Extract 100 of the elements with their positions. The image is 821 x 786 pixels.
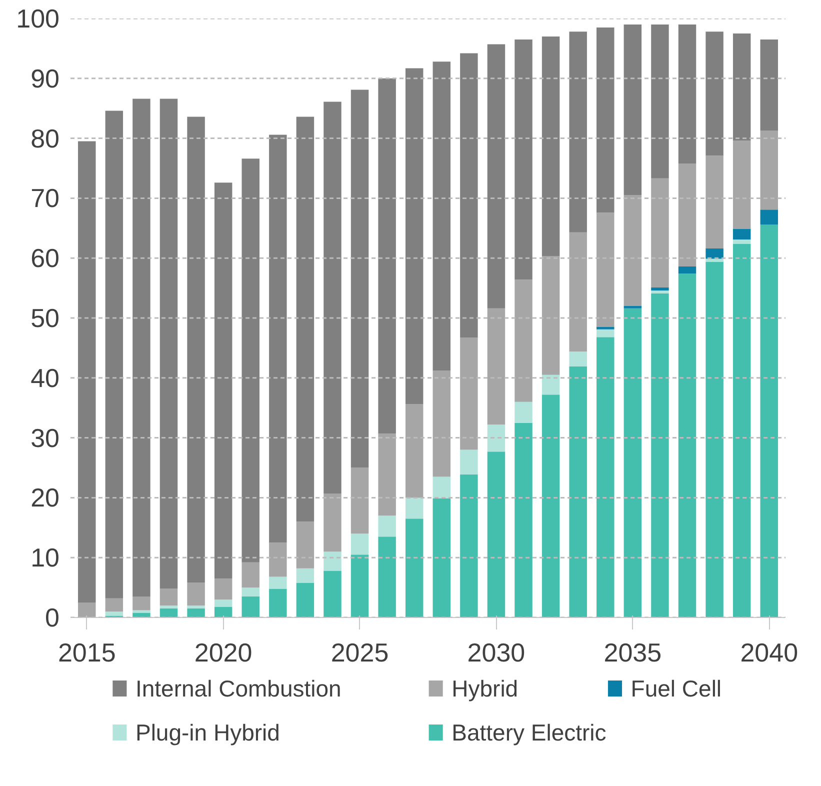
bar — [706, 156, 724, 249]
bar — [460, 53, 478, 338]
legend-label: Fuel Cell — [630, 676, 722, 702]
bar — [324, 102, 342, 494]
bar — [651, 178, 669, 288]
bar — [487, 308, 506, 425]
bar — [350, 554, 369, 618]
bar — [569, 352, 587, 367]
bar — [378, 516, 396, 537]
bar — [187, 608, 205, 618]
x-tick-label: 2030 — [467, 638, 526, 668]
bar — [432, 498, 451, 618]
y-tick-label: 20 — [30, 482, 60, 513]
bar — [514, 402, 532, 423]
bar — [542, 394, 560, 618]
x-tick-label: 2040 — [740, 638, 798, 668]
y-tick-label: 10 — [30, 542, 60, 573]
bar — [760, 130, 778, 210]
bar — [732, 228, 751, 240]
bar — [78, 141, 96, 603]
bar — [242, 158, 260, 562]
bar — [214, 606, 232, 618]
y-tick-label: 50 — [30, 303, 60, 333]
y-tick-label: 90 — [30, 63, 60, 94]
bar — [460, 338, 478, 450]
bar — [242, 562, 260, 588]
bar — [242, 588, 260, 597]
bar — [187, 582, 205, 606]
bar — [214, 578, 232, 600]
bar — [105, 612, 124, 616]
bar — [624, 308, 642, 618]
y-tick-label: 30 — [30, 422, 60, 453]
bar — [296, 116, 314, 522]
bar — [760, 210, 778, 225]
bar — [514, 422, 532, 618]
bar — [160, 588, 178, 606]
y-tick-label: 70 — [30, 183, 60, 214]
bar — [378, 434, 396, 516]
x-tick-label: 2025 — [330, 638, 389, 668]
bar — [760, 224, 778, 618]
bar — [214, 600, 232, 607]
bar — [432, 62, 451, 371]
bar — [651, 290, 669, 294]
bar — [569, 232, 587, 352]
bar — [542, 256, 560, 375]
bar — [78, 602, 96, 618]
bar — [187, 606, 205, 609]
y-tick-label: 60 — [30, 243, 60, 274]
bar — [760, 39, 778, 131]
bar — [487, 452, 506, 618]
bar — [269, 134, 287, 543]
bar — [624, 24, 642, 196]
legend-label: Battery Electric — [452, 720, 606, 746]
bar — [514, 39, 532, 280]
bar — [132, 596, 150, 610]
bar — [514, 280, 532, 402]
bar — [542, 374, 560, 395]
legend-label: Plug-in Hybrid — [135, 720, 280, 746]
bar — [460, 450, 478, 474]
bar — [160, 98, 178, 589]
x-tick-label: 2020 — [194, 638, 252, 668]
bar — [269, 576, 287, 589]
bar — [160, 608, 178, 618]
bar — [651, 24, 669, 178]
legend-label: Hybrid — [452, 676, 518, 702]
bar — [324, 552, 342, 571]
bar — [706, 248, 724, 259]
bar — [596, 326, 614, 330]
x-tick-label: 2015 — [58, 638, 116, 668]
bar — [405, 404, 424, 498]
bar — [378, 78, 396, 434]
bar — [596, 337, 614, 618]
bar — [160, 606, 178, 609]
bar — [596, 329, 614, 338]
bar — [269, 588, 287, 618]
y-tick-label: 40 — [30, 362, 60, 393]
bar — [732, 244, 751, 618]
bar — [678, 274, 696, 618]
bar — [706, 262, 724, 618]
bar — [187, 116, 205, 583]
bar — [405, 518, 424, 618]
bar — [432, 476, 451, 498]
y-tick-label: 100 — [16, 4, 60, 34]
bar — [350, 534, 369, 555]
bar — [706, 32, 724, 156]
bar — [732, 33, 751, 141]
bar — [105, 110, 124, 598]
bar — [706, 258, 724, 262]
bar — [132, 612, 150, 618]
bar — [105, 598, 124, 612]
bar — [405, 68, 424, 404]
bar — [460, 474, 478, 618]
bar — [678, 24, 696, 164]
bar — [432, 370, 451, 477]
bar — [596, 212, 614, 327]
x-tick-label: 2035 — [604, 638, 662, 668]
legend-label: Internal Combustion — [135, 676, 342, 702]
bar — [732, 140, 751, 229]
y-tick-label: 0 — [45, 602, 60, 632]
bar — [651, 293, 669, 618]
